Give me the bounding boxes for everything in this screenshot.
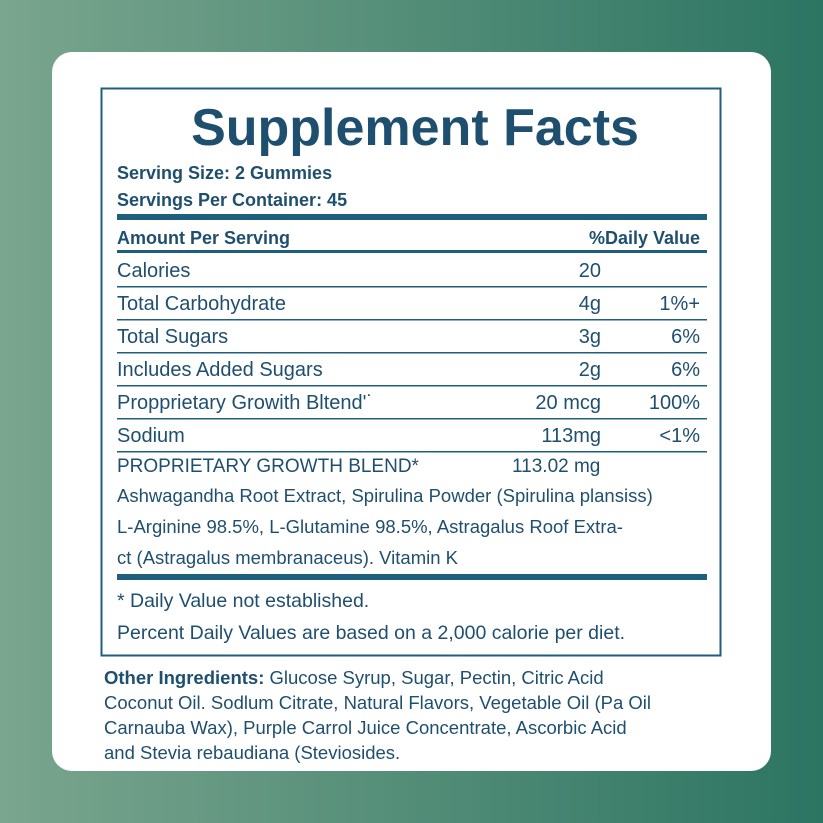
other-ingredients-line: Carnauba Wax), Purple Carrol Juice Conce… (104, 717, 627, 738)
other-ingredients-text: Carnauba Wax), Purple Carrol Juice Conce… (104, 717, 627, 738)
serving-size: Serving Size: 2 Gummies (117, 163, 332, 183)
blend-line: ct (Astragalus membranaceus). Vitamin K (117, 547, 459, 568)
blend-line: Ashwagandha Root Extract, Spirulina Powd… (117, 485, 653, 506)
row-daily-value: 100% (649, 392, 700, 414)
thick-rule (117, 214, 707, 220)
row-rule (117, 385, 707, 387)
row-label: Propprietary Growith Bltend'˙ (117, 392, 373, 414)
rule (117, 250, 707, 253)
other-ingredients-text: Coconut Oil. Sodlum Citrate, Natural Fla… (104, 692, 651, 713)
thick-rule (117, 574, 707, 580)
row-label: Includes Added Sugars (117, 359, 323, 381)
other-ingredients-line: Coconut Oil. Sodlum Citrate, Natural Fla… (104, 692, 651, 713)
row-daily-value: 6% (671, 326, 700, 348)
row-rule (117, 286, 707, 288)
other-ingredients-text: and Stevia rebaudiana (Steviosides. (104, 742, 400, 763)
blend-amount: 113.02 mg (512, 456, 600, 477)
blend-title: PROPRIETARY GROWTH BLEND* (117, 456, 420, 477)
other-ingredients-line: and Stevia rebaudiana (Steviosides. (104, 742, 400, 763)
row-daily-value: <1% (659, 425, 700, 447)
row-label: Sodium (117, 425, 185, 447)
other-ingredients-text: Glucose Syrup, Sugar, Pectin, Citric Aci… (264, 667, 603, 688)
footnote: Percent Daily Values are based on a 2,00… (117, 622, 625, 644)
row-daily-value: 1%+ (659, 293, 700, 315)
facts-box (100, 87, 722, 657)
footnote: * Daily Value not established. (117, 590, 369, 612)
row-rule (117, 319, 707, 321)
row-amount: 4g (579, 293, 601, 315)
row-amount: 113mg (541, 425, 601, 447)
servings-per-container: Servings Per Container: 45 (117, 190, 347, 210)
row-rule (117, 451, 707, 453)
row-label: Total Sugars (117, 326, 228, 348)
row-amount: 20 (579, 260, 601, 282)
header-amount: Amount Per Serving (117, 228, 290, 248)
row-label: Total Carbohydrate (117, 293, 286, 315)
row-amount: 3g (579, 326, 601, 348)
row-amount: 20 mcg (535, 392, 601, 414)
other-ingredients-line: Other Ingredients: Glucose Syrup, Sugar,… (104, 667, 604, 688)
row-rule (117, 418, 707, 420)
header-daily-value: %Daily Value (589, 228, 700, 248)
row-rule (117, 352, 707, 354)
row-label: Calories (117, 260, 190, 282)
card (52, 52, 771, 771)
title: Supplement Facts (191, 99, 639, 157)
row-amount: 2g (579, 359, 601, 381)
other-ingredients-label: Other Ingredients: (104, 667, 264, 688)
row-daily-value: 6% (671, 359, 700, 381)
blend-line: L-Arginine 98.5%, L-Glutamine 98.5%, Ast… (117, 516, 623, 537)
